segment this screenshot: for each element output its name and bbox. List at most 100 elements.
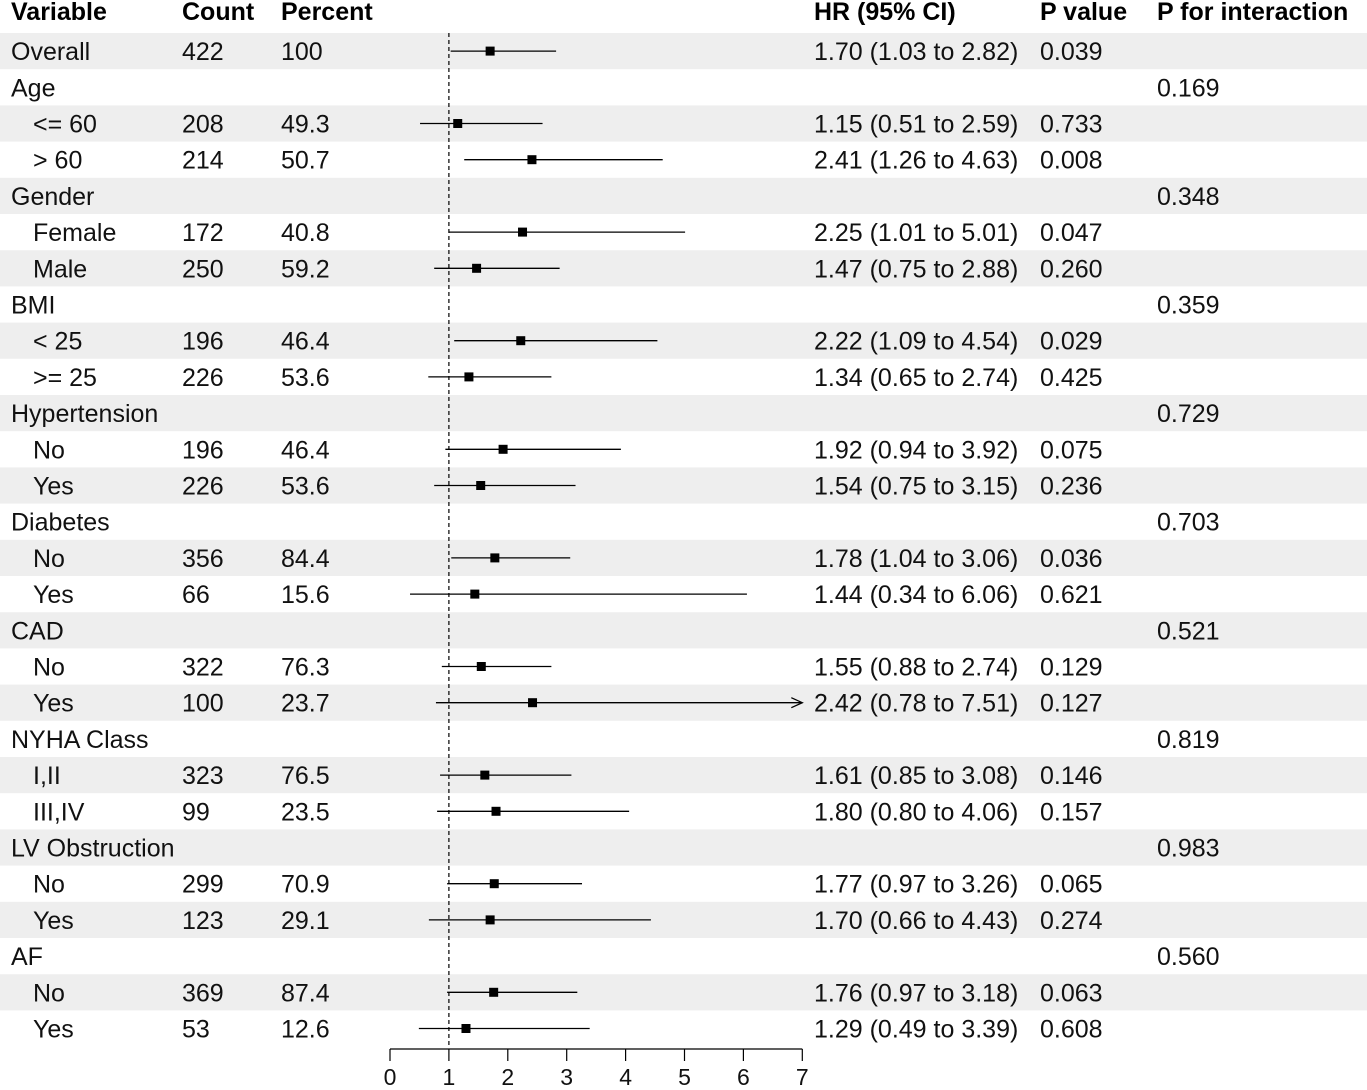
row-p-value: 0.039	[1040, 38, 1103, 66]
row-count: 208	[182, 111, 224, 139]
row-count: 369	[182, 979, 224, 1007]
row-hr-ci: 1.77 (0.97 to 3.26)	[814, 871, 1018, 899]
row-p-value: 0.260	[1040, 255, 1103, 283]
x-tick-label: 2	[501, 1064, 514, 1090]
row-hr-ci: 1.34 (0.65 to 2.74)	[814, 364, 1018, 392]
row-p-value: 0.127	[1040, 690, 1103, 718]
header-percent: Percent	[281, 0, 373, 26]
row-stripe	[0, 322, 1367, 359]
row-p-value: 0.129	[1040, 654, 1103, 682]
row-p-value: 0.236	[1040, 473, 1103, 501]
row-percent: 40.8	[281, 219, 330, 247]
row-percent: 53.6	[281, 364, 330, 392]
row-label: No	[33, 545, 65, 573]
row-percent: 59.2	[281, 255, 330, 283]
row-count: 53	[182, 1016, 210, 1044]
row-count: 356	[182, 545, 224, 573]
hr-point	[476, 662, 486, 671]
row-label: <= 60	[33, 111, 97, 139]
hr-point	[464, 372, 474, 382]
row-percent: 53.6	[281, 473, 330, 501]
row-p-interaction: 0.983	[1157, 835, 1220, 863]
row-count: 422	[182, 38, 224, 66]
hr-point	[472, 263, 482, 273]
row-label: BMI	[11, 292, 55, 320]
row-label: No	[33, 654, 65, 682]
row-label: No	[33, 436, 65, 464]
row-hr-ci: 1.92 (0.94 to 3.92)	[814, 436, 1018, 464]
row-p-value: 0.036	[1040, 545, 1103, 573]
row-p-interaction: 0.560	[1157, 943, 1220, 971]
row-count: 214	[182, 147, 224, 175]
row-p-interaction: 0.819	[1157, 726, 1220, 754]
hr-point	[480, 770, 490, 780]
row-label: Gender	[11, 183, 94, 211]
row-label: >= 25	[33, 364, 97, 392]
row-count: 100	[182, 690, 224, 718]
row-p-interaction: 0.521	[1157, 617, 1220, 645]
row-count: 172	[182, 219, 224, 247]
row-stripe	[0, 105, 1367, 142]
row-count: 323	[182, 762, 224, 790]
row-percent: 100	[281, 38, 323, 66]
hr-point	[470, 589, 480, 599]
row-hr-ci: 1.47 (0.75 to 2.88)	[814, 255, 1018, 283]
row-count: 123	[182, 907, 224, 935]
row-label: Yes	[33, 581, 74, 609]
row-label: > 60	[33, 147, 82, 175]
row-label: Yes	[33, 473, 74, 501]
ci-arrow	[791, 697, 804, 709]
row-stripe	[0, 33, 1367, 70]
row-count: 226	[182, 473, 224, 501]
row-p-interaction: 0.359	[1157, 292, 1220, 320]
row-label: < 25	[33, 328, 82, 356]
x-tick-label: 3	[560, 1064, 573, 1090]
row-label: Age	[11, 74, 55, 102]
hr-point	[516, 336, 526, 346]
row-label: AF	[11, 943, 43, 971]
row-stripe	[0, 539, 1367, 576]
table-header: Variable Count Percent HR (95% CI) P val…	[11, 0, 1348, 26]
hr-point	[453, 119, 463, 128]
row-p-value: 0.608	[1040, 1016, 1103, 1044]
header-p-value: P value	[1040, 0, 1127, 26]
row-hr-ci: 1.80 (0.80 to 4.06)	[814, 798, 1018, 826]
hr-point	[489, 987, 499, 997]
hr-point	[485, 915, 495, 925]
row-percent: 29.1	[281, 907, 330, 935]
hr-point	[528, 698, 538, 708]
row-percent: 46.4	[281, 436, 330, 464]
row-count: 66	[182, 581, 210, 609]
row-count: 299	[182, 871, 224, 899]
x-tick-label: 0	[384, 1064, 397, 1090]
row-label: Yes	[33, 1016, 74, 1044]
header-p-interaction: P for interaction	[1157, 0, 1348, 26]
row-stripe	[0, 757, 1367, 794]
row-percent: 70.9	[281, 871, 330, 899]
hr-point	[490, 553, 500, 563]
row-label: LV Obstruction	[11, 835, 175, 863]
row-label: No	[33, 871, 65, 899]
hr-point	[476, 481, 486, 490]
row-percent: 15.6	[281, 581, 330, 609]
row-count: 226	[182, 364, 224, 392]
row-hr-ci: 2.22 (1.09 to 4.54)	[814, 328, 1018, 356]
row-label: Yes	[33, 907, 74, 935]
row-label: Overall	[11, 38, 90, 66]
row-p-interaction: 0.169	[1157, 74, 1220, 102]
row-stripe	[0, 467, 1367, 504]
row-percent: 84.4	[281, 545, 330, 573]
row-label: No	[33, 979, 65, 1007]
row-hr-ci: 1.76 (0.97 to 3.18)	[814, 979, 1018, 1007]
row-hr-ci: 1.44 (0.34 to 6.06)	[814, 581, 1018, 609]
row-p-interaction: 0.729	[1157, 400, 1220, 428]
hr-point	[485, 46, 495, 56]
row-p-value: 0.733	[1040, 111, 1103, 139]
row-hr-ci: 1.61 (0.85 to 3.08)	[814, 762, 1018, 790]
row-count: 322	[182, 654, 224, 682]
row-count: 196	[182, 436, 224, 464]
row-hr-ci: 2.42 (0.78 to 7.51)	[814, 690, 1018, 718]
row-count: 99	[182, 798, 210, 826]
row-percent: 87.4	[281, 979, 330, 1007]
row-label: Male	[33, 255, 87, 283]
